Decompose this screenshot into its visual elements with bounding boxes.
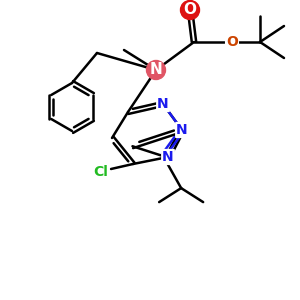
Circle shape <box>146 61 166 80</box>
Text: N: N <box>157 97 169 111</box>
Text: N: N <box>150 62 162 77</box>
Circle shape <box>181 1 200 20</box>
Text: O: O <box>226 35 238 49</box>
Text: Cl: Cl <box>94 165 108 179</box>
Text: O: O <box>184 2 196 17</box>
Text: N: N <box>176 123 188 137</box>
Text: N: N <box>162 150 174 164</box>
